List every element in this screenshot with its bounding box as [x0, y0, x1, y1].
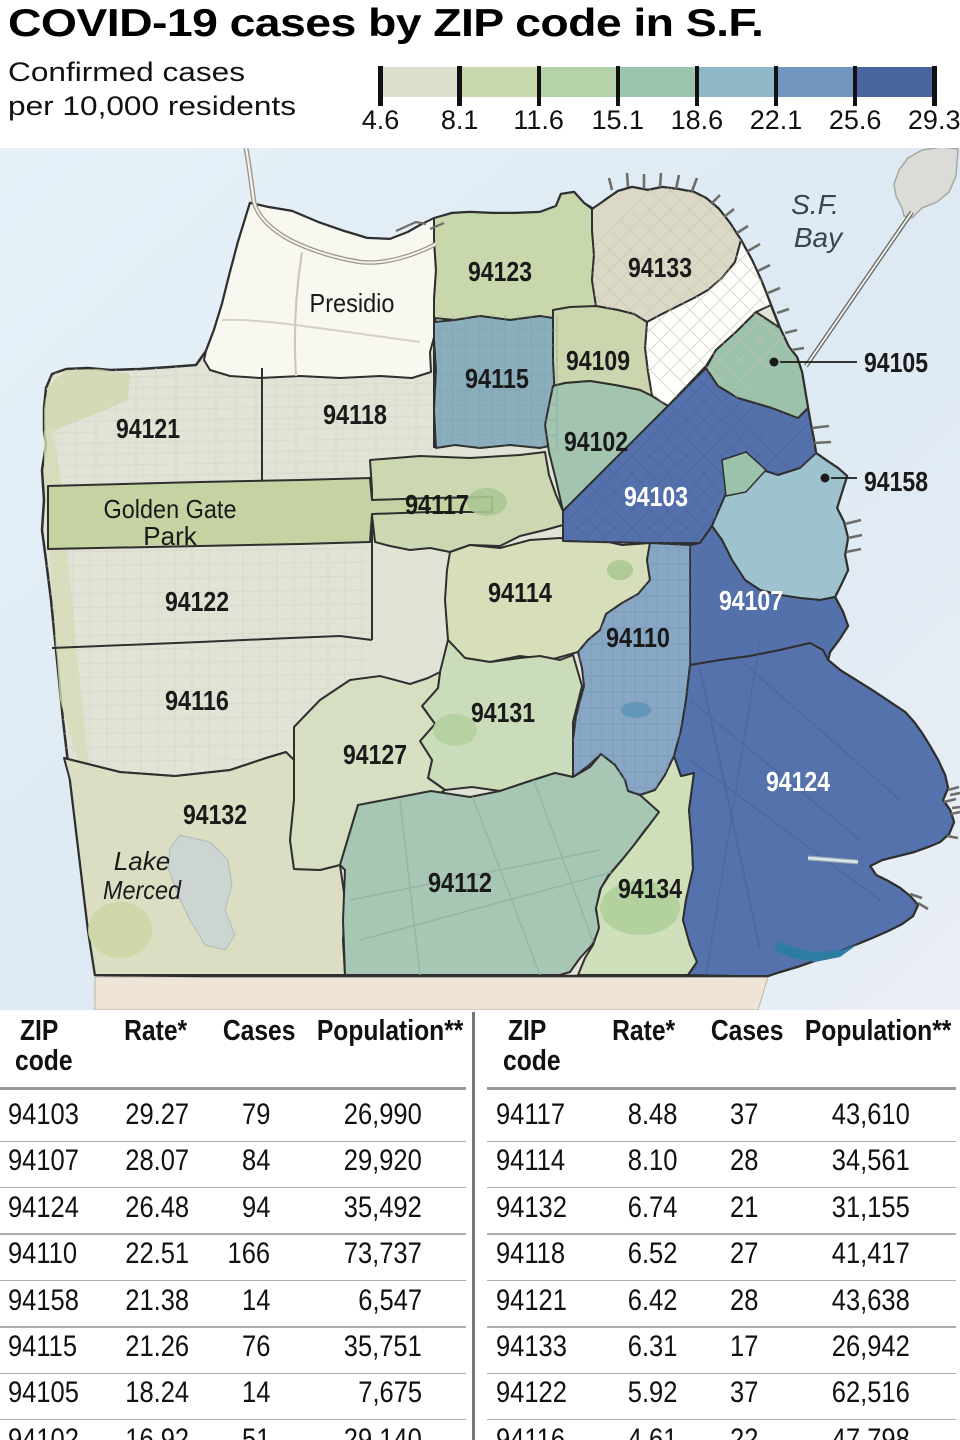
svg-text:94109: 94109: [566, 345, 630, 376]
svg-text:94118: 94118: [323, 399, 387, 430]
svg-text:Merced: Merced: [103, 875, 182, 905]
svg-text:94132: 94132: [183, 799, 247, 830]
svg-text:94114: 94114: [488, 577, 553, 608]
svg-text:94121: 94121: [116, 413, 180, 444]
svg-text:94131: 94131: [471, 697, 535, 728]
svg-text:94102: 94102: [564, 426, 628, 457]
svg-text:94103: 94103: [624, 481, 688, 512]
svg-text:94107: 94107: [719, 585, 783, 616]
svg-text:94133: 94133: [628, 252, 692, 283]
svg-text:94116: 94116: [165, 685, 229, 716]
svg-text:Presidio: Presidio: [310, 288, 395, 318]
svg-text:Bay: Bay: [794, 222, 844, 253]
svg-text:94158: 94158: [864, 466, 928, 497]
svg-text:94112: 94112: [428, 867, 492, 898]
svg-text:94117: 94117: [405, 489, 469, 520]
svg-text:94110: 94110: [606, 622, 670, 653]
svg-text:94124: 94124: [766, 766, 831, 797]
svg-text:94115: 94115: [465, 363, 529, 394]
svg-text:94122: 94122: [165, 586, 229, 617]
svg-text:Golden Gate: Golden Gate: [104, 494, 237, 524]
svg-text:94127: 94127: [343, 739, 407, 770]
svg-text:94134: 94134: [618, 873, 683, 904]
svg-text:Lake: Lake: [114, 846, 170, 876]
svg-text:94105: 94105: [864, 347, 928, 378]
svg-text:S.F.: S.F.: [791, 189, 839, 220]
svg-text:Park: Park: [143, 521, 197, 551]
svg-text:94123: 94123: [468, 256, 532, 287]
